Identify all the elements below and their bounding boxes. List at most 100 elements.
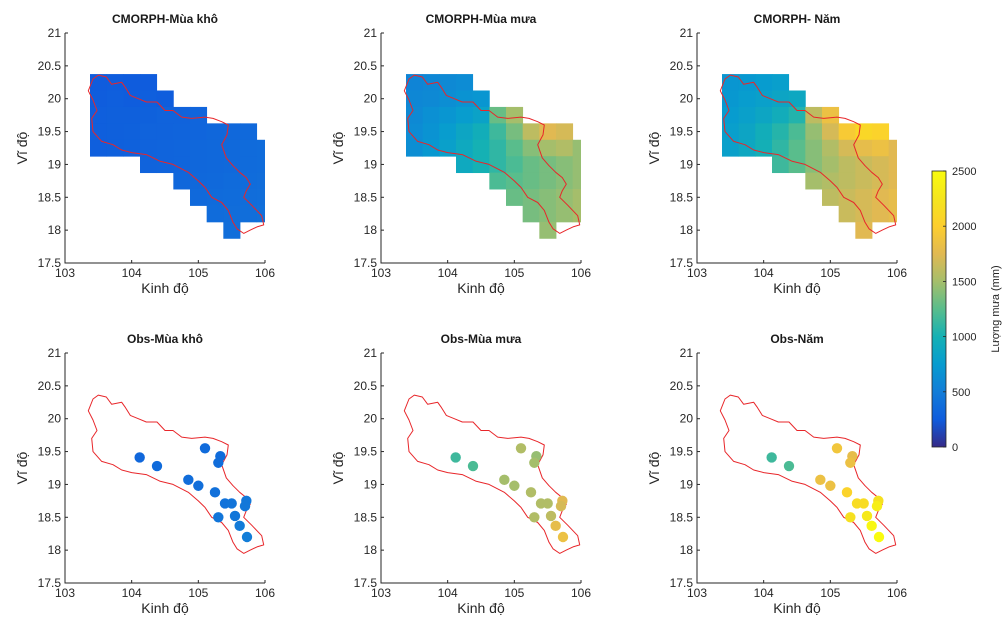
heatmap-cell	[422, 106, 440, 124]
station-point	[557, 531, 569, 543]
axes-frame	[696, 353, 897, 584]
heatmap-cell	[872, 156, 890, 174]
y-tick-label: 21	[48, 346, 62, 360]
heatmap-cell	[240, 156, 258, 174]
heatmap-cell	[755, 106, 773, 124]
heatmap-cell	[106, 123, 124, 141]
panel-title: CMORPH-Mùa mưa	[426, 12, 537, 26]
heatmap-cell	[755, 139, 773, 157]
y-axis-label: Vĩ độ	[646, 131, 662, 164]
heatmap-cell	[439, 139, 457, 157]
heatmap-cell	[90, 123, 108, 141]
heatmap-cell	[406, 139, 424, 157]
colorbar-gradient	[932, 171, 946, 447]
heatmap-cell	[822, 139, 840, 157]
heatmap-cell	[738, 106, 756, 124]
y-tick-label: 18	[48, 223, 62, 237]
province-boundary	[403, 74, 581, 234]
plot-area	[719, 394, 897, 554]
heatmap-cell	[522, 172, 540, 190]
heatmap-cell	[156, 139, 174, 157]
station-point	[213, 457, 224, 468]
station-point	[213, 512, 224, 523]
panel-title: Obs-Năm	[770, 332, 823, 346]
y-tick-label: 18	[680, 223, 694, 237]
station-point	[229, 510, 241, 522]
heatmap-cell	[472, 90, 490, 108]
y-tick-label: 20	[48, 412, 62, 426]
heatmap-cell	[173, 139, 191, 157]
heatmap-cell	[788, 90, 806, 108]
heatmap-cell	[422, 74, 440, 91]
x-tick-label: 104	[438, 266, 458, 280]
heatmap-cell	[406, 123, 424, 141]
heatmap-cell	[206, 172, 224, 190]
heatmap-cell	[240, 189, 258, 206]
y-tick-label: 20.5	[38, 379, 62, 393]
heatmap-cell	[755, 74, 773, 91]
axes-frame	[380, 353, 581, 584]
heatmap-cell	[506, 106, 524, 124]
x-tick-label: 105	[188, 586, 208, 600]
x-tick-label: 105	[820, 266, 840, 280]
heatmap-cell	[173, 156, 191, 174]
y-tick-label: 19	[48, 157, 62, 171]
heatmap-cell	[855, 189, 873, 206]
x-tick-label: 106	[571, 586, 591, 600]
station-point	[815, 474, 826, 486]
heatmap-cell	[805, 172, 823, 190]
heatmap-cell	[456, 123, 474, 141]
y-tick-label: 20	[364, 412, 378, 426]
heatmap-cell	[256, 172, 265, 190]
station-point	[239, 500, 251, 512]
heatmap-cell	[772, 156, 790, 174]
y-tick-label: 18	[48, 543, 62, 557]
heatmap-cell	[506, 189, 524, 206]
heatmap-cell	[140, 156, 158, 174]
station-point	[499, 474, 510, 486]
heatmap-cell	[872, 189, 890, 206]
heatmap-cell	[772, 90, 790, 108]
heatmap-cell	[855, 172, 873, 190]
heatmap-cell	[206, 189, 224, 206]
heatmap-cell	[456, 74, 474, 91]
heatmap-cell	[123, 74, 141, 91]
x-axis-label: Kinh độ	[141, 280, 189, 296]
panel-title: Obs-Mùa mưa	[441, 332, 522, 346]
heatmap-cell	[855, 139, 873, 157]
x-tick-label: 104	[122, 266, 142, 280]
heatmap-cell	[256, 139, 265, 157]
heatmap-cell	[855, 221, 873, 239]
station-point	[550, 520, 561, 532]
heatmap-cell	[572, 139, 581, 157]
heatmap-cell	[755, 123, 773, 141]
x-tick-label: 106	[571, 266, 591, 280]
station-point	[450, 452, 461, 463]
y-tick-label: 20.5	[354, 379, 378, 393]
heatmap-cell	[722, 106, 740, 124]
heatmap-cell	[422, 139, 440, 157]
y-tick-label: 21	[364, 346, 378, 360]
panel-title: CMORPH- Năm	[754, 12, 841, 26]
y-tick-label: 17.5	[354, 256, 378, 270]
heatmap-cell	[506, 123, 524, 141]
y-tick-label: 18.5	[354, 510, 378, 524]
station-point	[766, 452, 777, 463]
heatmap-cell	[256, 156, 265, 174]
plot-area	[403, 394, 581, 554]
station-point	[783, 460, 795, 472]
station-point	[241, 531, 253, 543]
y-tick-label: 21	[680, 346, 694, 360]
heatmap-cell	[173, 123, 191, 141]
heatmap-cell	[772, 139, 790, 157]
panel-3: 17.5 18 18.5 19 19.5 20 20.5 21 103 104 105 106 CMOR…	[646, 12, 907, 296]
colorbar-frame	[931, 170, 947, 448]
y-axis-label: Vĩ độ	[330, 131, 346, 164]
y-tick-label: 17.5	[38, 256, 62, 270]
station-point	[134, 452, 145, 463]
station-point	[226, 498, 237, 509]
heatmap-cell	[539, 189, 557, 206]
colorbar-label: Lượng mưa (mm)	[990, 265, 1002, 352]
plot-area	[87, 74, 265, 239]
panel-2: 17.5 18 18.5 19 19.5 20 20.5 21 103 104 105 106 CMOR…	[330, 12, 591, 296]
